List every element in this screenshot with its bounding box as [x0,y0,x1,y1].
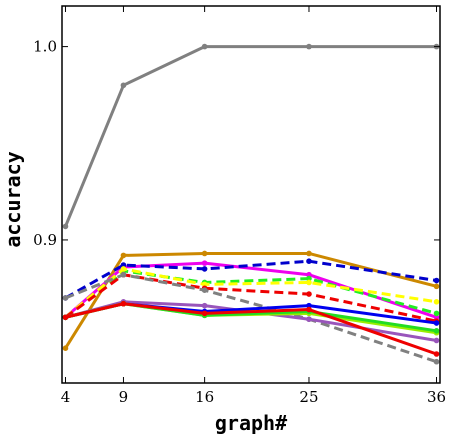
y-tick-label: 1.0 [33,38,57,56]
data-point [433,337,440,344]
data-point [306,43,312,50]
data-point [120,266,127,272]
ticks-layer: 4 9 16 25 36 0.9 1.0 [33,6,446,406]
series-line [64,45,437,227]
series-layer [62,43,440,365]
data-point [306,275,312,282]
data-point [433,351,440,357]
data-point [433,299,440,305]
data-point [433,310,440,317]
data-point [306,316,312,323]
data-point [201,250,208,257]
data-point [201,266,208,272]
data-point [120,82,127,89]
data-point [62,345,69,352]
data-point [306,306,312,313]
data-point [306,279,312,286]
data-point [120,300,127,307]
data-point [433,314,440,321]
data-point [306,258,312,265]
x-tick-label: 36 [427,388,446,406]
data-point [201,260,208,266]
x-tick-label: 4 [61,388,71,406]
data-point [433,358,440,365]
data-point [62,295,69,301]
x-tick-label: 25 [299,388,318,406]
series-1 [62,43,440,230]
data-point [201,310,208,317]
data-point [62,223,69,230]
data-point [306,302,312,309]
data-point [201,43,208,50]
x-axis-label: graph# [215,411,287,435]
series-line [65,302,438,356]
data-point [433,320,440,326]
series-8 [62,271,440,365]
data-point [201,281,208,288]
data-point [433,277,440,284]
data-point [201,302,208,309]
x-tick-label: 16 [195,388,214,406]
plot-frame [61,5,441,384]
data-point [120,262,127,268]
series-line [64,273,437,364]
data-point [433,328,440,334]
data-point [62,314,69,321]
data-point [120,271,127,278]
data-point [201,287,208,294]
data-point [306,291,312,297]
data-point [120,252,127,259]
y-axis-label: accuracy [1,151,25,247]
data-point [306,250,312,257]
x-tick-label: 9 [119,388,129,406]
y-tick-label: 0.9 [33,231,57,249]
series-13 [62,300,440,357]
data-point [433,283,440,290]
data-point [306,271,312,278]
